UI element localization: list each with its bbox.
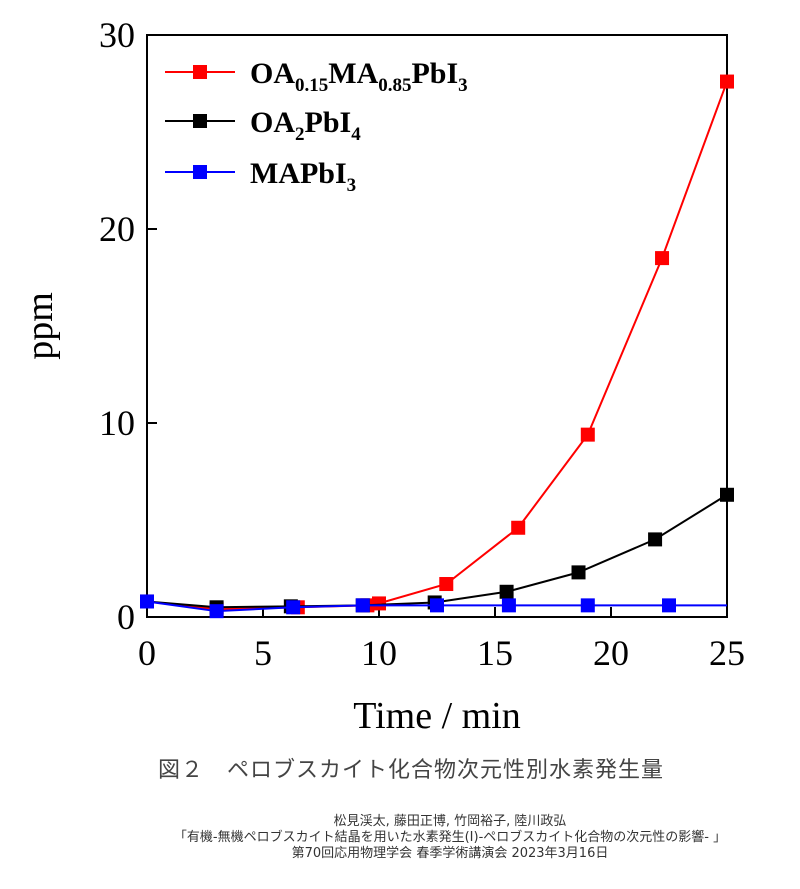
x-tick-label: 5 [254, 633, 272, 673]
credits-event: 第70回応用物理学会 春季学術講演会 2023年3月16日 [291, 846, 609, 861]
data-point [648, 532, 663, 547]
data-point [662, 598, 676, 613]
data-point [286, 600, 301, 615]
y-tick-label: 0 [117, 597, 135, 637]
data-point [720, 74, 734, 89]
figure-caption: 図２ ペロブスカイト化合物次元性別水素発生量 [158, 758, 665, 783]
data-point [430, 598, 444, 613]
legend-label: OA0.15MA0.85PbI3 [250, 57, 468, 96]
data-point [140, 594, 154, 609]
x-tick-label: 10 [361, 633, 397, 673]
series-line [146, 81, 728, 611]
x-tick-label: 15 [477, 633, 513, 673]
legend-marker [193, 165, 207, 179]
data-point [355, 598, 370, 613]
legend-marker [193, 114, 207, 128]
data-point [580, 427, 595, 442]
data-point [655, 251, 670, 266]
series-line [146, 493, 728, 609]
data-point [720, 487, 734, 502]
data-point [511, 520, 526, 535]
y-tick-label: 10 [99, 403, 135, 443]
legend-label: OA2PbI4 [250, 106, 361, 145]
credits-authors: 松見渓太, 藤田正博, 竹岡裕子, 陸川政弘 [333, 814, 567, 829]
x-tick-label: 25 [709, 633, 745, 673]
credits-title: 「有機-無機ペロブスカイト結晶を用いた水素発生(I)-ペロブスカイト化合物の次元… [173, 830, 727, 845]
data-point [209, 604, 224, 619]
data-point [499, 584, 514, 599]
x-tick-label: 0 [138, 633, 156, 673]
x-axis-label: Time / min [353, 695, 521, 737]
data-point [372, 596, 386, 611]
y-tick-label: 30 [99, 15, 135, 55]
data-point [580, 598, 595, 613]
legend-label: MAPbI3 [250, 157, 356, 196]
y-axis-label: ppm [19, 292, 61, 360]
plot-frame [146, 34, 728, 618]
y-tick-label: 20 [99, 209, 135, 249]
legend-marker [193, 65, 207, 79]
credits: 松見渓太, 藤田正博, 竹岡裕子, 陸川政弘 「有機-無機ペロブスカイト結晶を用… [100, 814, 800, 862]
data-point [501, 598, 516, 613]
data-point [571, 565, 586, 580]
data-point [439, 577, 454, 592]
x-tick-label: 20 [593, 633, 629, 673]
